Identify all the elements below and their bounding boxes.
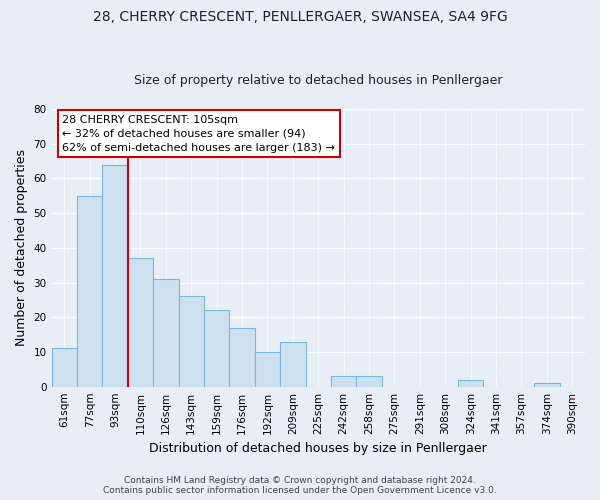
Bar (331, 376, 356, 386)
Text: 28, CHERRY CRESCENT, PENLLERGAER, SWANSEA, SA4 9FG: 28, CHERRY CRESCENT, PENLLERGAER, SWANSE… (92, 10, 508, 24)
Bar (280, 342, 305, 386)
Bar (229, 328, 255, 386)
Bar (458, 380, 484, 386)
Bar (179, 296, 204, 386)
Bar (356, 376, 382, 386)
Title: Size of property relative to detached houses in Penllergaer: Size of property relative to detached ho… (134, 74, 503, 87)
Text: 28 CHERRY CRESCENT: 105sqm
← 32% of detached houses are smaller (94)
62% of semi: 28 CHERRY CRESCENT: 105sqm ← 32% of deta… (62, 114, 335, 152)
Text: Contains HM Land Registry data © Crown copyright and database right 2024.
Contai: Contains HM Land Registry data © Crown c… (103, 476, 497, 495)
X-axis label: Distribution of detached houses by size in Penllergaer: Distribution of detached houses by size … (149, 442, 487, 455)
Bar (103, 164, 128, 386)
Bar (153, 279, 179, 386)
Bar (77, 196, 103, 386)
Bar (534, 383, 560, 386)
Y-axis label: Number of detached properties: Number of detached properties (15, 150, 28, 346)
Bar (128, 258, 153, 386)
Bar (204, 310, 229, 386)
Bar (52, 348, 77, 387)
Bar (255, 352, 280, 386)
